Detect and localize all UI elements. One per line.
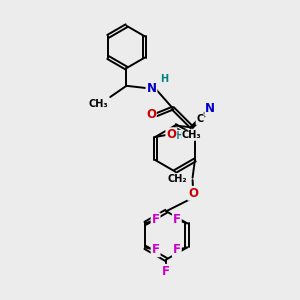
Text: O: O xyxy=(166,128,176,141)
Text: N: N xyxy=(206,102,215,115)
Text: F: F xyxy=(152,243,160,256)
Text: CH₃: CH₃ xyxy=(88,99,108,110)
Text: O: O xyxy=(146,109,156,122)
Text: F: F xyxy=(173,243,181,256)
Text: F: F xyxy=(173,213,181,226)
Text: F: F xyxy=(152,213,160,226)
Text: CH₃: CH₃ xyxy=(182,130,201,140)
Text: O: O xyxy=(188,187,198,200)
Text: F: F xyxy=(162,265,170,278)
Text: CH₂: CH₂ xyxy=(168,174,187,184)
Text: H: H xyxy=(160,74,168,84)
Text: C: C xyxy=(196,114,204,124)
Text: H: H xyxy=(176,130,184,141)
Text: N: N xyxy=(146,82,157,95)
